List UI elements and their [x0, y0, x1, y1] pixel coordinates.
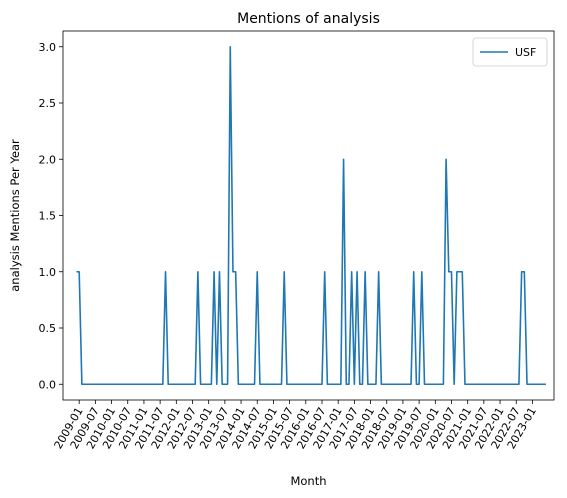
y-tick-label: 3.0 — [39, 41, 57, 54]
y-tick-label: 2.5 — [39, 97, 57, 110]
y-tick-label: 0.0 — [39, 378, 57, 391]
plot-frame — [62, 30, 555, 401]
y-tick-label: 1.5 — [39, 210, 57, 223]
chart-title: Mentions of analysis — [237, 11, 380, 27]
legend-label: USF — [515, 46, 536, 59]
y-tick-label: 2.0 — [39, 153, 57, 166]
legend-box — [472, 37, 548, 67]
series-line-usf — [76, 45, 546, 386]
plot-area — [63, 31, 554, 400]
y-tick-label: 0.5 — [39, 322, 57, 335]
y-axis-label: analysis Mentions Per Year — [8, 139, 22, 292]
legend: USF — [472, 37, 548, 67]
series-layer — [76, 45, 546, 386]
x-axis-label: Month — [290, 474, 326, 488]
y-axis: 0.0 0.5 1.0 1.5 2.0 2.5 3.0 — [39, 41, 63, 391]
y-tick-label: 1.0 — [39, 266, 57, 279]
